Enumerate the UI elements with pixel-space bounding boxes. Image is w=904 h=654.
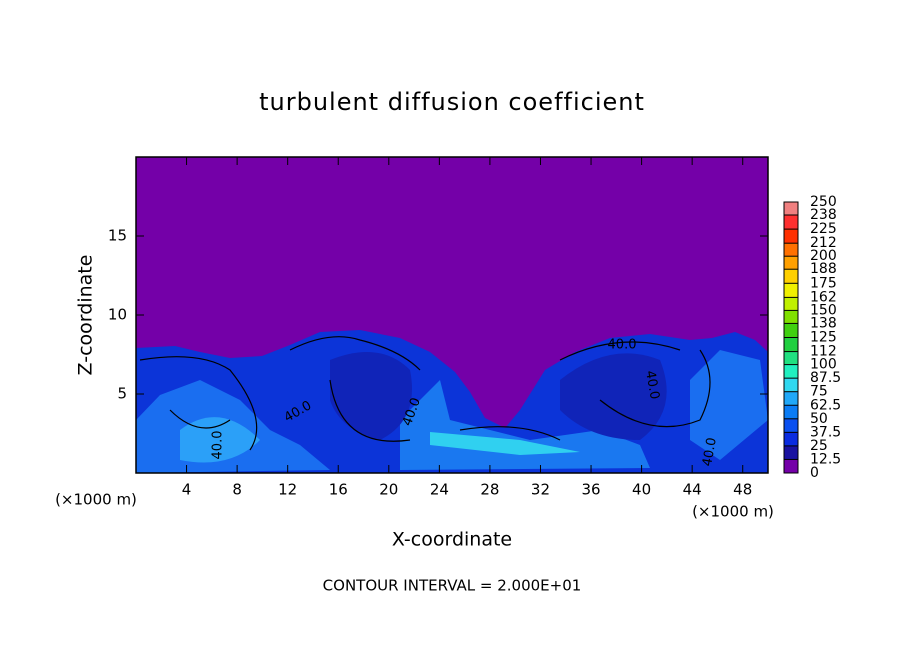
x-tick-label: 24 [430,481,449,499]
colorbar-swatch [784,229,798,244]
colorbar-tick-label: 50 [810,411,828,427]
x-tick-label: 16 [329,481,348,499]
colorbar-tick-label: 250 [810,194,837,210]
colorbar-swatch [784,215,798,230]
x-tick-label: 28 [480,481,499,499]
colorbar-swatch [784,202,798,216]
colorbar-swatch [784,459,798,473]
contour-label: 40.0 [211,431,226,460]
colorbar-swatch [784,364,798,379]
colorbar-tick-label: 138 [810,315,837,331]
y-axis-label: Z-coordinate [75,255,97,376]
x-tick-label: 12 [278,481,297,499]
y-tick-label: 15 [108,227,127,245]
contour-line [139,336,711,451]
field-patch [180,417,260,463]
contour-label: 40.0 [608,338,637,353]
colorbar-tick-label: 212 [810,235,837,251]
colorbar-tick-label: 87.5 [810,370,841,386]
y-tick-label: 5 [117,385,127,403]
field [136,157,768,473]
colorbar-tick-label: 175 [810,275,837,291]
x-tick-label: 48 [733,481,752,499]
x-tick-label: 36 [581,481,600,499]
colorbar-tick-label: 0 [810,465,819,481]
x-unit-label: (×1000 m) [692,503,774,521]
x-tick-label: 40 [632,481,651,499]
x-tick-label: 32 [531,481,550,499]
x-tick-label: 44 [683,481,702,499]
colorbar-swatch [784,405,798,419]
contour-interval-note: CONTOUR INTERVAL = 2.000E+01 [323,577,582,595]
colorbar-tick-label: 188 [810,261,837,277]
x-unit-label: (×1000 m) [55,491,137,509]
chart-title: turbulent diffusion coefficient [259,88,645,116]
colorbar-swatch [784,391,798,406]
colorbar-tick-label: 100 [810,357,837,373]
colorbar-tick-label: 37.5 [810,424,841,440]
field-patch [330,352,412,440]
colorbar-tick-label: 125 [810,330,837,346]
contour-label: 40.0 [700,436,720,467]
contour-label: 40.0 [642,369,662,400]
y-tick-label: 10 [108,306,127,324]
colorbar-tick-label: 112 [810,344,837,360]
colorbar-swatch [784,297,798,311]
x-tick-label: 20 [379,481,398,499]
colorbar-tick-label: 238 [810,207,837,223]
colorbar-tick-label: 62.5 [810,397,841,413]
colorbar-swatch [784,337,798,352]
colorbar-swatch [784,378,798,392]
colorbar-swatch [784,323,798,338]
field-patch [560,353,667,440]
colorbar-swatch [784,269,798,284]
colorbar-tick-label: 12.5 [810,451,841,467]
colorbar-tick-label: 162 [810,289,837,305]
x-axis-label: X-coordinate [392,529,512,551]
colorbar-tick-label: 200 [810,248,837,264]
colorbar-tick-label: 75 [810,384,828,400]
colorbar-swatch [784,283,798,298]
field-patch [430,432,580,455]
colorbar-tick-label: 150 [810,302,837,318]
colorbar-swatch [784,256,798,270]
colorbar-tick-label: 225 [810,221,837,237]
colorbar-swatch [784,243,798,257]
colorbar-swatch [784,418,798,433]
colorbar-tick-label: 25 [810,438,828,454]
x-tick-label: 4 [182,481,192,499]
colorbar-swatch [784,445,798,460]
colorbar-swatch [784,310,798,324]
x-tick-label: 8 [232,481,242,499]
colorbar-swatch [784,351,798,365]
colorbar-swatch [784,432,798,446]
